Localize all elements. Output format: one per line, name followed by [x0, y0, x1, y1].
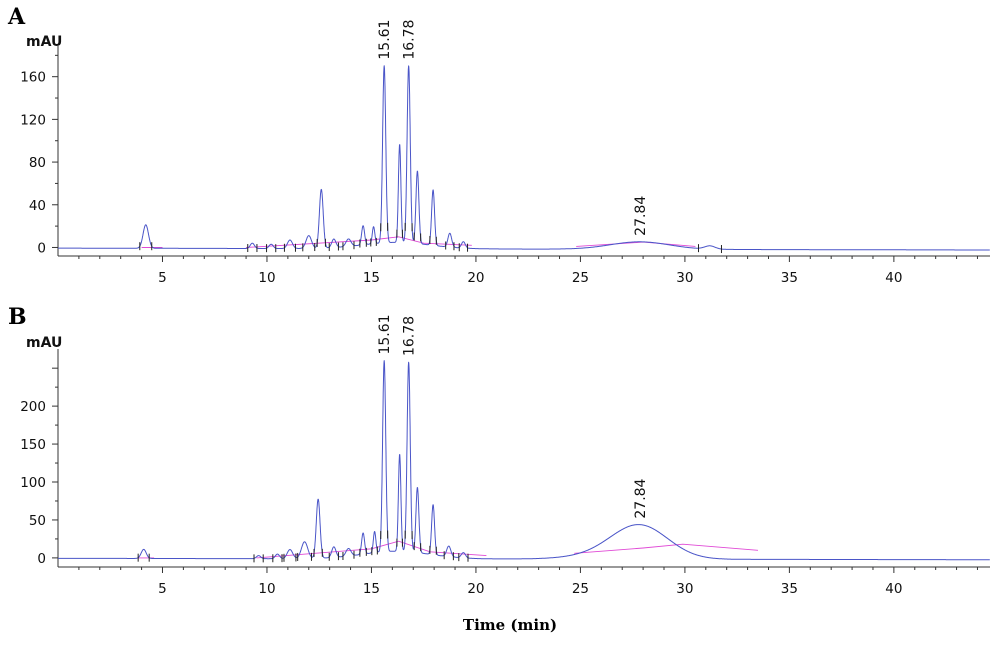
- panel-a-y-unit: mAU: [26, 34, 62, 50]
- x-tick-label: 20: [467, 581, 484, 597]
- x-tick-label: 10: [258, 581, 275, 597]
- chromatogram-panel-a: A mAU 0 40 80 120 160 5 10 15 20 25 30 35 40 15.61 16…: [7, 4, 991, 286]
- x-tick-label: 30: [676, 270, 693, 286]
- x-axis-title: Time (min): [463, 616, 557, 634]
- x-tick-label: 35: [781, 270, 798, 286]
- peak-retention-label: 27.84: [633, 478, 649, 518]
- y-tick-label: 150: [20, 437, 46, 453]
- panel-a-trace: [57, 65, 991, 251]
- baseline-segment: [256, 540, 487, 559]
- y-tick-label: 80: [29, 155, 46, 171]
- peak-retention-label: 15.61: [377, 314, 393, 354]
- y-tick-label: 160: [20, 70, 46, 86]
- panel-b-peak-labels: 15.61 16.78 27.84: [377, 314, 649, 518]
- panel-b-trace: [57, 360, 991, 561]
- y-tick-label: 200: [20, 399, 46, 415]
- x-tick-label: 10: [258, 270, 275, 286]
- peak-retention-label: 27.84: [633, 196, 649, 236]
- y-tick-label: 0: [37, 551, 46, 567]
- panel-a-baseline: [141, 236, 696, 248]
- panel-b-baseline: [137, 540, 759, 559]
- panel-a-letter: A: [7, 4, 26, 30]
- baseline-segment: [574, 543, 759, 554]
- x-tick-label: 5: [158, 581, 167, 597]
- baseline-segment: [246, 236, 472, 248]
- x-tick-label: 15: [363, 270, 380, 286]
- x-tick-label: 25: [572, 270, 589, 286]
- panel-a-integration-markers: [139, 222, 722, 254]
- y-tick-label: 40: [29, 198, 46, 214]
- panel-a-peak-labels: 15.61 16.78 27.84: [377, 20, 649, 236]
- x-tick-label: 35: [781, 581, 798, 597]
- x-tick-label: 15: [363, 581, 380, 597]
- x-tick-label: 30: [676, 581, 693, 597]
- y-tick-label: 100: [20, 475, 46, 491]
- panel-b-letter: B: [8, 304, 27, 330]
- x-tick-label: 40: [885, 270, 902, 286]
- x-tick-label: 25: [572, 581, 589, 597]
- y-tick-label: 50: [29, 513, 46, 529]
- peak-retention-label: 15.61: [377, 20, 393, 60]
- y-tick-label: 120: [20, 112, 46, 128]
- x-tick-label: 5: [158, 270, 167, 286]
- panel-b-axes: 0 50 100 150 200 5 10 15 20 25 30 35 40: [20, 349, 990, 597]
- chromatogram-line: [57, 65, 991, 251]
- panel-b-y-unit: mAU: [26, 335, 62, 351]
- peak-retention-label: 16.78: [402, 316, 418, 356]
- peak-retention-label: 16.78: [402, 20, 418, 60]
- y-tick-label: 0: [37, 240, 46, 256]
- x-tick-label: 20: [467, 270, 484, 286]
- panel-b-integration-markers: [137, 530, 469, 563]
- panel-a-axes: 0 40 80 120 160 5 10 15 20 25 30 35 40: [20, 46, 990, 286]
- chromatogram-line: [57, 360, 991, 561]
- x-tick-label: 40: [885, 581, 902, 597]
